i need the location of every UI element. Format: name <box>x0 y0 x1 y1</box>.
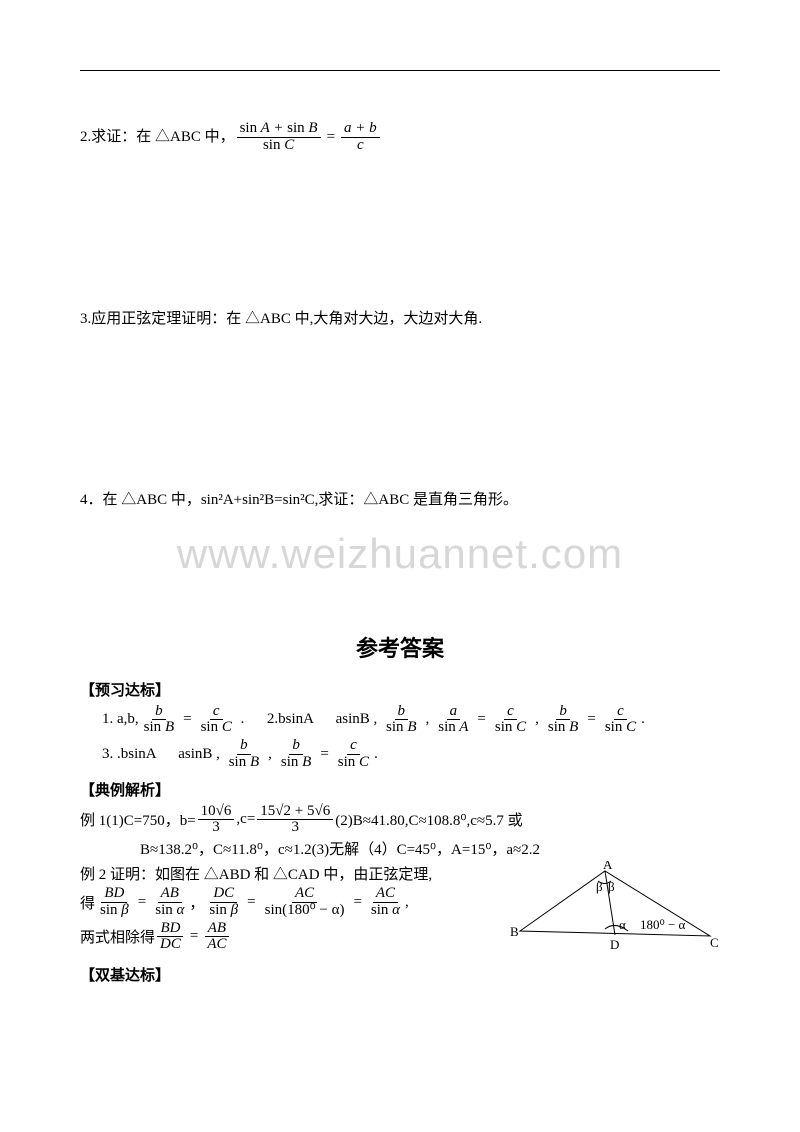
equals-sign: = <box>587 711 595 728</box>
problem-2: 2.求证：在 △ABC 中， sin A + sin B sin C = a +… <box>80 121 720 154</box>
angle-beta: β <box>608 879 615 894</box>
section-examples-head: 【典例解析】 <box>80 779 720 800</box>
comma: , <box>425 711 429 728</box>
answer-1-line-2: 3. .bsinA asinB , b sin B , b sin B = c … <box>102 738 720 771</box>
text: , <box>405 894 409 911</box>
frac-c-sinC: c sin C <box>335 738 372 771</box>
text: . <box>641 711 645 728</box>
frac-b-sinB: b sin B <box>545 704 581 737</box>
answers-title: 参考答案 <box>80 631 720 663</box>
angle-beta: β <box>596 879 603 894</box>
frac-c-sinC: c sin C <box>602 704 639 737</box>
text: . <box>374 746 378 763</box>
problem-2-frac-2: a + b c <box>341 121 380 154</box>
text: . 2.bsinA asinB , <box>237 711 381 728</box>
answer-1-line-1: 1. a,b, b sin B = c sin C . 2.bsinA asin… <box>102 704 720 737</box>
frac-15r2-5r6-3: 15√2 + 5√6 3 <box>257 804 333 837</box>
frac-DC-sinb: DC sin β <box>206 886 241 919</box>
equals-sign: = <box>327 127 335 148</box>
equals-sign: = <box>183 711 191 728</box>
vertex-B: B <box>510 924 519 939</box>
equals-sign: = <box>353 894 361 911</box>
section-preview-head: 【预习达标】 <box>80 679 720 700</box>
frac-10r6-3: 10√6 3 <box>198 804 235 837</box>
text: ， <box>189 892 204 913</box>
text: (2)B≈41.80,C≈108.8⁰,c≈5.7 或 <box>335 809 522 830</box>
vertex-D: D <box>610 937 619 952</box>
frac-BD-DC: BD DC <box>157 921 184 954</box>
comma: , <box>268 746 272 763</box>
frac-c-sinC: c sin C <box>492 704 529 737</box>
frac-b-sinB: b sin B <box>383 704 419 737</box>
problem-3: 3.应用正弦定理证明：在 △ABC 中,大角对大边，大边对大角. <box>80 309 720 330</box>
example-2-line-2: 得 BD sin β = AB sin α ， DC sin β = AC <box>80 886 502 919</box>
page: 2.求证：在 △ABC 中， sin A + sin B sin C = a +… <box>0 0 800 1132</box>
section-dual-basic-head: 【双基达标】 <box>80 964 720 985</box>
vertex-C: C <box>710 935 719 950</box>
example-1-line-1: 例 1(1)C=750，b= 10√6 3 ,c= 15√2 + 5√6 3 (… <box>80 804 720 837</box>
spacer <box>80 511 720 621</box>
problem-4: 4．在 △ABC 中，sin²A+sin²B=sin²C,求证：△ABC 是直角… <box>80 490 720 511</box>
frac-a-sinA: a sin A <box>435 704 471 737</box>
text: 两式相除得 <box>80 926 155 947</box>
vertex-A: A <box>603 861 613 872</box>
frac-AC-sin180a: AC sin(180⁰ − α) <box>262 886 348 919</box>
equals-sign: = <box>477 711 485 728</box>
triangle-diagram: A B C D β β α 180⁰ − α <box>510 861 720 956</box>
problem-2-frac-1: sin A + sin B sin C <box>237 121 321 154</box>
example-1-line-2: B≈138.2⁰，C≈11.8⁰，c≈1.2(3)无解（4）C=45⁰，A=15… <box>140 838 720 859</box>
frac-AB-sina: AB sin α <box>152 886 187 919</box>
frac-BD-sinb: BD sin β <box>97 886 132 919</box>
equals-sign: = <box>138 894 146 911</box>
frac-c-sinC: c sin C <box>198 704 235 737</box>
frac-b-sinB: b sin B <box>141 704 177 737</box>
frac-b-sinB: b sin B <box>226 738 262 771</box>
comma: , <box>535 711 539 728</box>
text: 得 <box>80 892 95 913</box>
equals-sign: = <box>190 928 198 945</box>
text: ,c= <box>236 811 255 828</box>
example-2-line-1: 例 2 证明：如图在 △ABD 和 △CAD 中，由正弦定理, <box>80 863 502 884</box>
frac-AC-sina: AC sin α <box>368 886 403 919</box>
spacer <box>80 330 720 490</box>
spacer <box>80 154 720 309</box>
top-rule <box>80 70 720 71</box>
frac-AB-AC: AB AC <box>204 921 229 954</box>
angle-alpha: α <box>619 917 626 932</box>
text: 1. a,b, <box>102 711 139 728</box>
equals-sign: = <box>320 746 328 763</box>
problem-2-prefix: 2.求证：在 △ABC 中， <box>80 127 235 148</box>
example-2-line-3: 两式相除得 BD DC = AB AC <box>80 921 502 954</box>
angle-180-alpha: 180⁰ − α <box>640 917 686 932</box>
text: 3. .bsinA asinB , <box>102 746 224 763</box>
example-2-block: 例 2 证明：如图在 △ABD 和 △CAD 中，由正弦定理, 得 BD sin… <box>80 861 720 956</box>
equals-sign: = <box>247 894 255 911</box>
frac-b-sinB: b sin B <box>278 738 314 771</box>
text: 例 1(1)C=750，b= <box>80 809 196 830</box>
